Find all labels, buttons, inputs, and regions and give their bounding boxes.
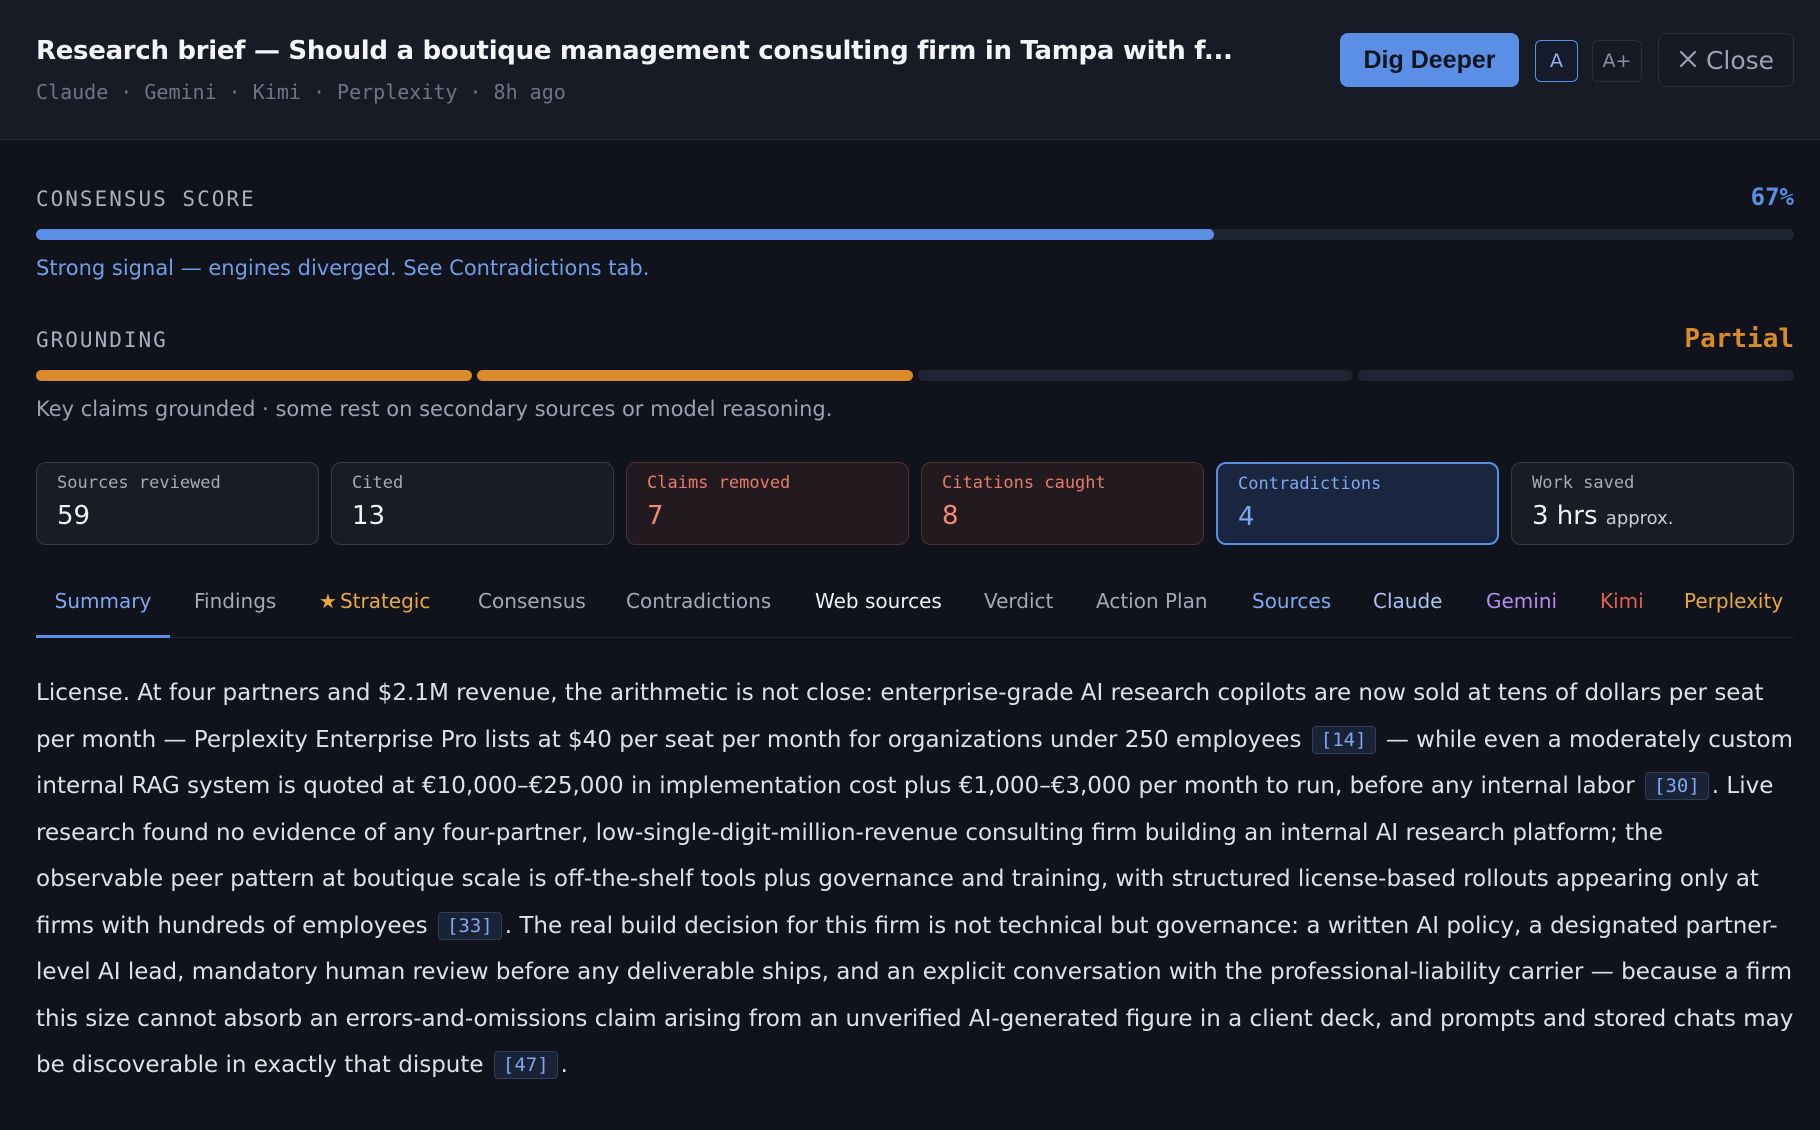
grounding-label: GROUNDING (36, 328, 168, 352)
consensus-value: 67% (1750, 183, 1794, 211)
summary-text: . Live research found no evidence of any… (36, 773, 1774, 939)
stat-label: Cited (352, 473, 404, 493)
summary-text: . The real build decision for this firm … (36, 912, 1794, 1079)
stat-value: 3 hrs approx. (1532, 501, 1674, 531)
tab-sources[interactable]: Sources (1252, 589, 1332, 613)
stat-sources-reviewed: Sources reviewed 59 (36, 462, 319, 545)
tab-perplexity[interactable]: Perplexity (1684, 589, 1784, 613)
star-icon: ★ (319, 589, 337, 613)
tab-gemini[interactable]: Gemini (1486, 589, 1558, 613)
close-button[interactable]: Close (1658, 33, 1794, 87)
stat-contradictions[interactable]: Contradictions 4 (1216, 462, 1499, 545)
tab-strategic[interactable]: ★ Strategic (319, 589, 430, 638)
summary-text: . (560, 1052, 568, 1078)
citation-link[interactable]: [30] (1645, 772, 1709, 800)
stat-value: 4 (1238, 502, 1255, 532)
tab-web-sources[interactable]: Web sources (815, 589, 942, 613)
grounding-bar (36, 370, 1794, 381)
consensus-label: CONSENSUS SCORE (36, 187, 256, 211)
engines-meta: Claude · Gemini · Kimi · Perplexity · 8h… (36, 80, 566, 104)
grounding-segment (917, 370, 1354, 381)
grounding-note: Key claims grounded · some rest on secon… (36, 397, 833, 421)
tab-action-plan[interactable]: Action Plan (1096, 589, 1208, 613)
tab-claude[interactable]: Claude (1373, 589, 1443, 613)
grounding-segment (1358, 370, 1794, 381)
summary-text: License. At four partners and $2.1M reve… (36, 680, 1764, 753)
stat-citations-caught: Citations caught 8 (921, 462, 1204, 545)
tab-summary[interactable]: Summary (36, 589, 170, 638)
summary-body: License. At four partners and $2.1M reve… (36, 670, 1796, 1089)
stat-claims-removed: Claims removed 7 (626, 462, 909, 545)
tab-findings[interactable]: Findings (194, 589, 277, 613)
tab-contradictions[interactable]: Contradictions (626, 589, 772, 613)
summary-text: — while even a moderately custom interna… (36, 726, 1793, 800)
stat-label: Citations caught (942, 473, 1106, 493)
work-saved-value: 3 hrs (1532, 501, 1598, 531)
tab-kimi[interactable]: Kimi (1600, 589, 1644, 613)
tab-consensus[interactable]: Consensus (478, 589, 586, 613)
citation-link[interactable]: [14] (1311, 725, 1376, 754)
header-bar: Research brief — Should a boutique manag… (0, 0, 1820, 140)
consensus-note: Strong signal — engines diverged. See Co… (36, 256, 650, 280)
close-label: Close (1705, 45, 1775, 75)
tab-bar: Summary Findings ★ Strategic Consensus Co… (36, 575, 1794, 638)
stat-work-saved: Work saved 3 hrs approx. (1511, 462, 1794, 545)
page-title: Research brief — Should a boutique manag… (36, 36, 1233, 66)
grounding-value: Partial (1684, 324, 1794, 354)
citation-link[interactable]: [47] (493, 1051, 558, 1079)
font-size-aplus-button[interactable]: A+ (1592, 40, 1642, 82)
tab-strategic-label: Strategic (339, 589, 431, 613)
close-icon (1678, 46, 1698, 75)
grounding-segment (36, 370, 472, 381)
stat-value: 8 (942, 501, 959, 531)
dig-deeper-button[interactable]: Dig Deeper (1340, 33, 1519, 87)
stat-cited: Cited 13 (331, 462, 614, 545)
stat-value: 7 (647, 501, 664, 531)
font-size-a-button[interactable]: A (1535, 40, 1578, 82)
grounding-segment (476, 370, 913, 381)
work-saved-suffix: approx. (1605, 508, 1674, 529)
stat-value: 13 (352, 501, 386, 531)
stat-label: Work saved (1532, 473, 1635, 493)
stat-label: Claims removed (647, 473, 791, 493)
citation-link[interactable]: [33] (437, 911, 502, 940)
stat-label: Contradictions (1238, 474, 1382, 494)
consensus-bar (36, 229, 1794, 240)
stat-value: 59 (57, 501, 91, 531)
stat-label: Sources reviewed (57, 473, 221, 493)
consensus-bar-fill (36, 229, 1214, 240)
tab-verdict[interactable]: Verdict (984, 589, 1054, 613)
